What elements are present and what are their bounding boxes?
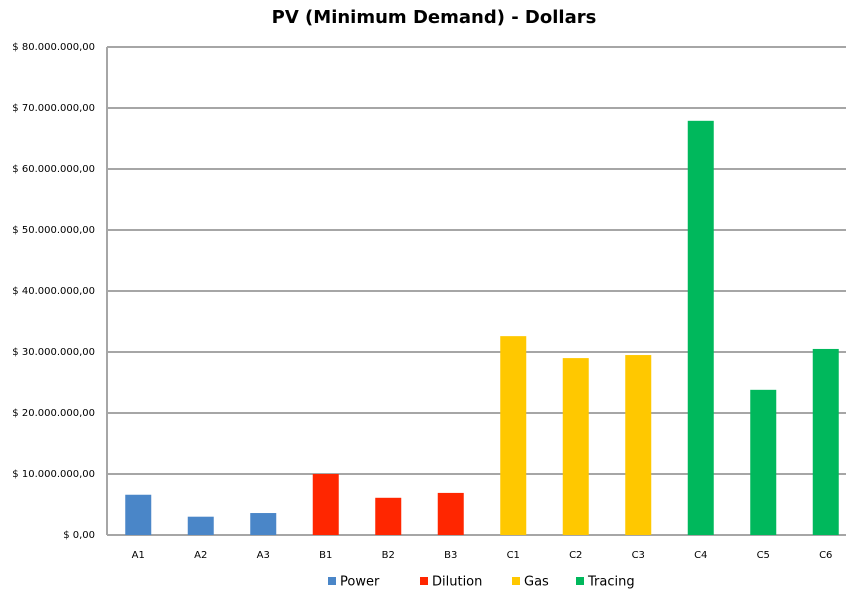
chart-title: PV (Minimum Demand) - Dollars xyxy=(272,7,597,28)
y-tick-label: $ 20.000.000,00 xyxy=(12,408,95,419)
y-tick-label: $ 50.000.000,00 xyxy=(12,225,95,236)
x-tick-label: A2 xyxy=(194,550,207,561)
bar xyxy=(250,513,277,535)
y-tick-label: $ 60.000.000,00 xyxy=(12,164,95,175)
legend-label: Tracing xyxy=(587,575,635,590)
y-tick-label: $ 70.000.000,00 xyxy=(12,103,95,114)
bar xyxy=(750,389,777,535)
bar xyxy=(625,355,652,535)
bar xyxy=(187,516,214,535)
x-tick-label: B2 xyxy=(382,550,395,561)
x-tick-label: C4 xyxy=(694,550,707,561)
x-tick-label: C3 xyxy=(632,550,645,561)
legend-swatch xyxy=(420,577,428,585)
legend-swatch xyxy=(328,577,336,585)
x-tick-label: C2 xyxy=(569,550,582,561)
x-tick-label: C1 xyxy=(507,550,520,561)
legend-swatch xyxy=(576,577,584,585)
bar xyxy=(312,474,339,535)
bar xyxy=(562,358,589,535)
y-tick-label: $ 80.000.000,00 xyxy=(12,42,95,53)
x-tick-label: C6 xyxy=(819,550,832,561)
legend-swatch xyxy=(512,577,520,585)
x-tick-label: C5 xyxy=(757,550,770,561)
y-tick-label: $ 30.000.000,00 xyxy=(12,347,95,358)
x-tick-label: A3 xyxy=(257,550,270,561)
bar xyxy=(500,336,527,535)
bar xyxy=(687,120,714,535)
legend-label: Power xyxy=(340,575,380,590)
x-tick-label: A1 xyxy=(132,550,145,561)
x-tick-label: B3 xyxy=(444,550,457,561)
y-tick-label: $ 40.000.000,00 xyxy=(12,286,95,297)
bar xyxy=(375,497,402,535)
y-tick-label: $ 10.000.000,00 xyxy=(12,469,95,480)
y-tick-label: $ 0,00 xyxy=(63,530,95,541)
bar xyxy=(125,494,152,535)
bar xyxy=(812,348,839,535)
x-tick-label: B1 xyxy=(319,550,332,561)
legend-label: Dilution xyxy=(432,575,482,590)
legend-label: Gas xyxy=(524,575,549,590)
bar xyxy=(437,492,464,535)
